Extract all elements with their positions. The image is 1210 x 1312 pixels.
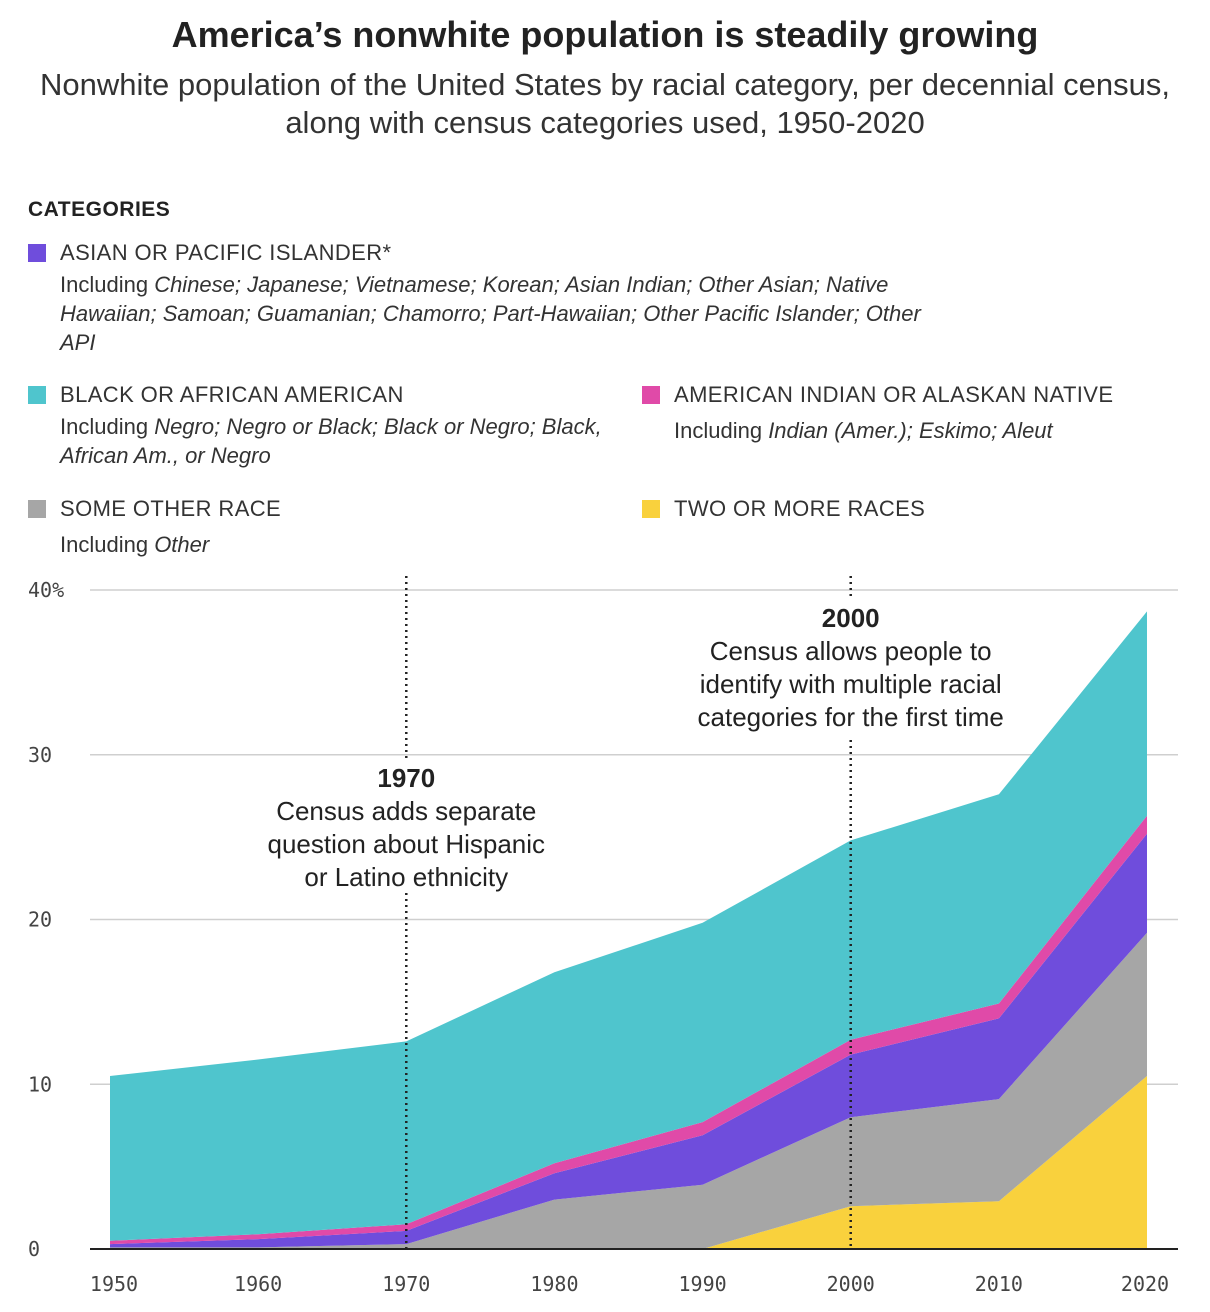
legend-desc-other: Including Other <box>60 530 540 559</box>
annotation-year: 2000 <box>822 603 880 633</box>
chart-subtitle: Nonwhite population of the United States… <box>40 67 1170 140</box>
annotation-text: question about Hispanic <box>268 829 546 859</box>
y-tick-label: 10 <box>28 1072 52 1096</box>
legend-label-two: TWO OR MORE RACES <box>674 496 926 521</box>
legend-item-black: BLACK OR AFRICAN AMERICAN Including Negr… <box>28 382 608 472</box>
area-other <box>110 932 1147 1249</box>
legend-desc-terms: Other <box>154 532 210 557</box>
x-tick-label: 2020 <box>1121 1272 1169 1296</box>
area-asian <box>110 833 1147 1248</box>
area-aian <box>110 815 1147 1245</box>
legend-item-other: SOME OTHER RACE Including Other <box>28 496 548 562</box>
legend-desc-terms: Indian (Amer.); Eskimo; Aleut <box>768 418 1053 443</box>
x-tick-label: 2010 <box>975 1272 1023 1296</box>
chart-axes: 0 10 20 30 40% 1950 1960 1970 1980 1990 2000 2010 20… <box>28 578 1178 1296</box>
x-tick-label: 1970 <box>382 1272 430 1296</box>
y-tick-label: 30 <box>28 743 52 767</box>
area-black <box>110 611 1147 1241</box>
legend-desc-asian: Including Chinese; Japanese; Vietnamese;… <box>60 270 940 357</box>
legend-heading: CATEGORIES <box>28 198 171 221</box>
legend-label-asian: ASIAN OR PACIFIC ISLANDER* <box>60 240 392 265</box>
y-tick-label: 40% <box>28 578 64 602</box>
legend-swatch-other <box>28 500 46 518</box>
legend-desc-terms: Negro; Negro or Black; Black or Negro; B… <box>60 414 602 468</box>
annotation-text: Census allows people to <box>710 636 992 666</box>
annotation-text: Census adds separate <box>276 796 536 826</box>
legend-label-black: BLACK OR AFRICAN AMERICAN <box>60 382 404 407</box>
annotation-year: 1970 <box>377 763 435 793</box>
chart-title: America’s nonwhite population is steadil… <box>171 14 1039 55</box>
annotation-text: categories for the first time <box>698 702 1004 732</box>
legend-swatch-aian <box>642 386 660 404</box>
chart-areas <box>110 611 1147 1249</box>
x-tick-label: 2000 <box>827 1272 875 1296</box>
legend-desc-prefix: Including <box>674 418 769 443</box>
y-tick-label: 20 <box>28 908 52 932</box>
legend-item-asian: ASIAN OR PACIFIC ISLANDER* Including Chi… <box>28 240 948 360</box>
x-tick-label: 1960 <box>234 1272 282 1296</box>
legend-desc-prefix: Including <box>60 414 155 439</box>
legend-swatch-asian <box>28 244 46 262</box>
legend-label-other: SOME OTHER RACE <box>60 496 282 521</box>
annotation-text: identify with multiple racial <box>700 669 1002 699</box>
legend-item-aian: AMERICAN INDIAN OR ALASKAN NATIVE Includ… <box>642 382 1202 452</box>
legend-swatch-two <box>642 500 660 518</box>
annotation-lines <box>405 576 852 1249</box>
legend-desc-prefix: Including <box>60 272 155 297</box>
legend-item-two: TWO OR MORE RACES <box>642 496 1162 526</box>
legend-desc-aian: Including Indian (Amer.); Eskimo; Aleut <box>674 416 1194 445</box>
legend-desc-prefix: Including <box>60 532 155 557</box>
legend-swatch-black <box>28 386 46 404</box>
x-tick-label: 1990 <box>678 1272 726 1296</box>
legend-desc-terms: Chinese; Japanese; Vietnamese; Korean; A… <box>60 272 921 355</box>
x-tick-label: 1980 <box>530 1272 578 1296</box>
x-tick-label: 1950 <box>90 1272 138 1296</box>
y-tick-label: 0 <box>28 1237 40 1261</box>
area-two <box>110 1076 1147 1249</box>
legend-desc-black: Including Negro; Negro or Black; Black o… <box>60 412 620 470</box>
legend-label-aian: AMERICAN INDIAN OR ALASKAN NATIVE <box>674 382 1114 407</box>
annotation-text: or Latino ethnicity <box>304 862 508 892</box>
